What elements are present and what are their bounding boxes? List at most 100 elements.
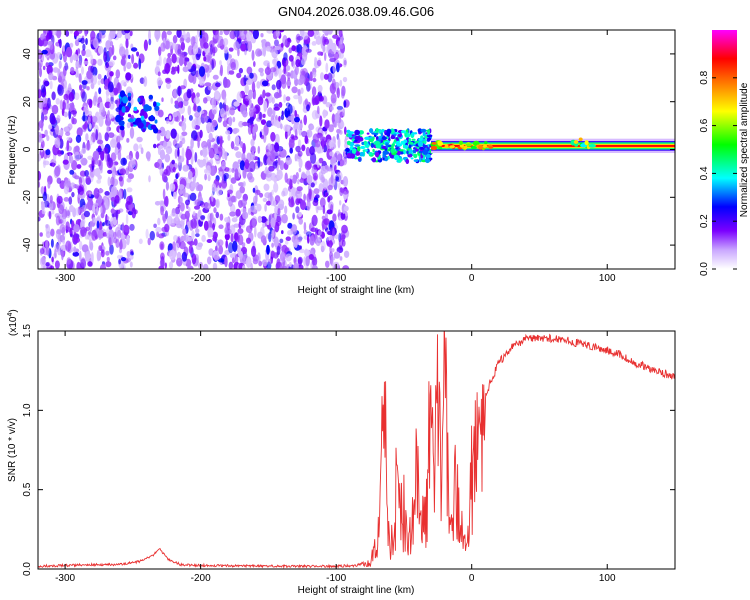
noise-blob (73, 246, 77, 253)
noise-blob (234, 135, 240, 146)
noise-blob (61, 216, 66, 225)
noise-blob (163, 140, 167, 150)
noise-blob (214, 254, 218, 261)
noise-blob (74, 39, 80, 47)
noise-blob (234, 30, 240, 38)
noise-blob (308, 188, 312, 200)
noise-blob (338, 52, 344, 59)
noise-blob (193, 96, 200, 105)
carrier-knot (437, 141, 444, 146)
noise-blob (191, 253, 197, 265)
noise-blob (229, 107, 235, 116)
noise-blob (223, 46, 229, 54)
noise-blob (181, 137, 186, 145)
noise-blob (138, 143, 143, 150)
noise-blob (84, 30, 88, 37)
noise-blob (97, 159, 102, 167)
noise-blob (336, 105, 344, 111)
signal-blob (372, 148, 375, 153)
noise-blob (118, 188, 123, 201)
noise-blob (153, 143, 157, 149)
noise-blob (52, 30, 57, 36)
y-tick-label: 1.0 (22, 403, 33, 417)
noise-blob (194, 152, 198, 163)
noise-blob (342, 176, 349, 187)
noise-blob (136, 51, 140, 57)
noise-blob (59, 38, 62, 49)
noise-blob (312, 77, 317, 83)
noise-blob (193, 238, 198, 246)
noise-blob (178, 56, 184, 67)
noise-blob (303, 114, 308, 126)
noise-blob (120, 80, 127, 86)
noise-blob (249, 151, 256, 161)
x-tick-label: -300 (55, 273, 75, 284)
noise-blob (121, 128, 125, 138)
signal-blob (370, 143, 375, 148)
noise-blob (41, 38, 48, 47)
noise-blob (70, 110, 78, 115)
noise-cluster-blob (142, 128, 146, 133)
noise-blob (311, 41, 317, 46)
noise-blob (260, 216, 267, 223)
noise-blob (265, 46, 271, 52)
noise-blob (291, 196, 294, 206)
noise-blob (339, 256, 343, 261)
noise-blob (310, 234, 315, 242)
noise-blob (47, 97, 51, 109)
signal-blob (390, 134, 395, 140)
noise-blob (321, 138, 325, 150)
noise-blob (291, 224, 298, 235)
noise-blob (258, 260, 263, 267)
carrier-knot (470, 145, 477, 150)
noise-blob (135, 151, 140, 160)
noise-blob (262, 113, 266, 118)
noise-blob (220, 64, 223, 77)
noise-blob (248, 89, 253, 100)
noise-blob (326, 240, 331, 247)
noise-blob (250, 145, 256, 153)
noise-blob (176, 30, 182, 38)
noise-blob (285, 157, 293, 166)
noise-blob (342, 76, 348, 83)
noise-blob (56, 52, 62, 59)
signal-blob (382, 150, 389, 155)
noise-blob (258, 67, 264, 73)
noise-blob (65, 46, 73, 58)
noise-blob (113, 231, 117, 239)
noise-cluster-blob (154, 105, 160, 111)
noise-blob (238, 182, 245, 187)
noise-blob (282, 35, 288, 46)
noise-blob (111, 44, 115, 56)
noise-blob (247, 40, 253, 52)
noise-blob (230, 233, 234, 243)
noise-blob (204, 82, 212, 87)
noise-blob (221, 160, 227, 170)
noise-blob (102, 232, 108, 237)
signal-blob (418, 157, 422, 163)
noise-blob (178, 158, 181, 166)
noise-blob (303, 221, 307, 232)
signal-blob (354, 139, 358, 142)
noise-blob (307, 30, 315, 37)
noise-blob (318, 95, 324, 102)
noise-blob (271, 242, 274, 248)
noise-blob (167, 52, 172, 58)
noise-blob (154, 201, 161, 206)
noise-blob (109, 91, 115, 98)
noise-blob (198, 66, 206, 77)
x-tick-label: 100 (599, 273, 616, 284)
noise-blob (159, 241, 165, 251)
noise-blob (295, 189, 303, 199)
noise-blob (199, 110, 205, 115)
noise-blob (229, 211, 237, 217)
snr-y-axis-label: SNR (10 * v/v) (7, 418, 18, 482)
noise-blob (197, 159, 201, 165)
noise-blob (160, 42, 166, 52)
noise-blob (219, 60, 222, 66)
noise-blob (312, 133, 320, 143)
noise-blob (198, 209, 202, 218)
noise-blob (325, 260, 330, 268)
signal-blob (349, 131, 355, 134)
spectrogram-heatmap (38, 30, 675, 269)
